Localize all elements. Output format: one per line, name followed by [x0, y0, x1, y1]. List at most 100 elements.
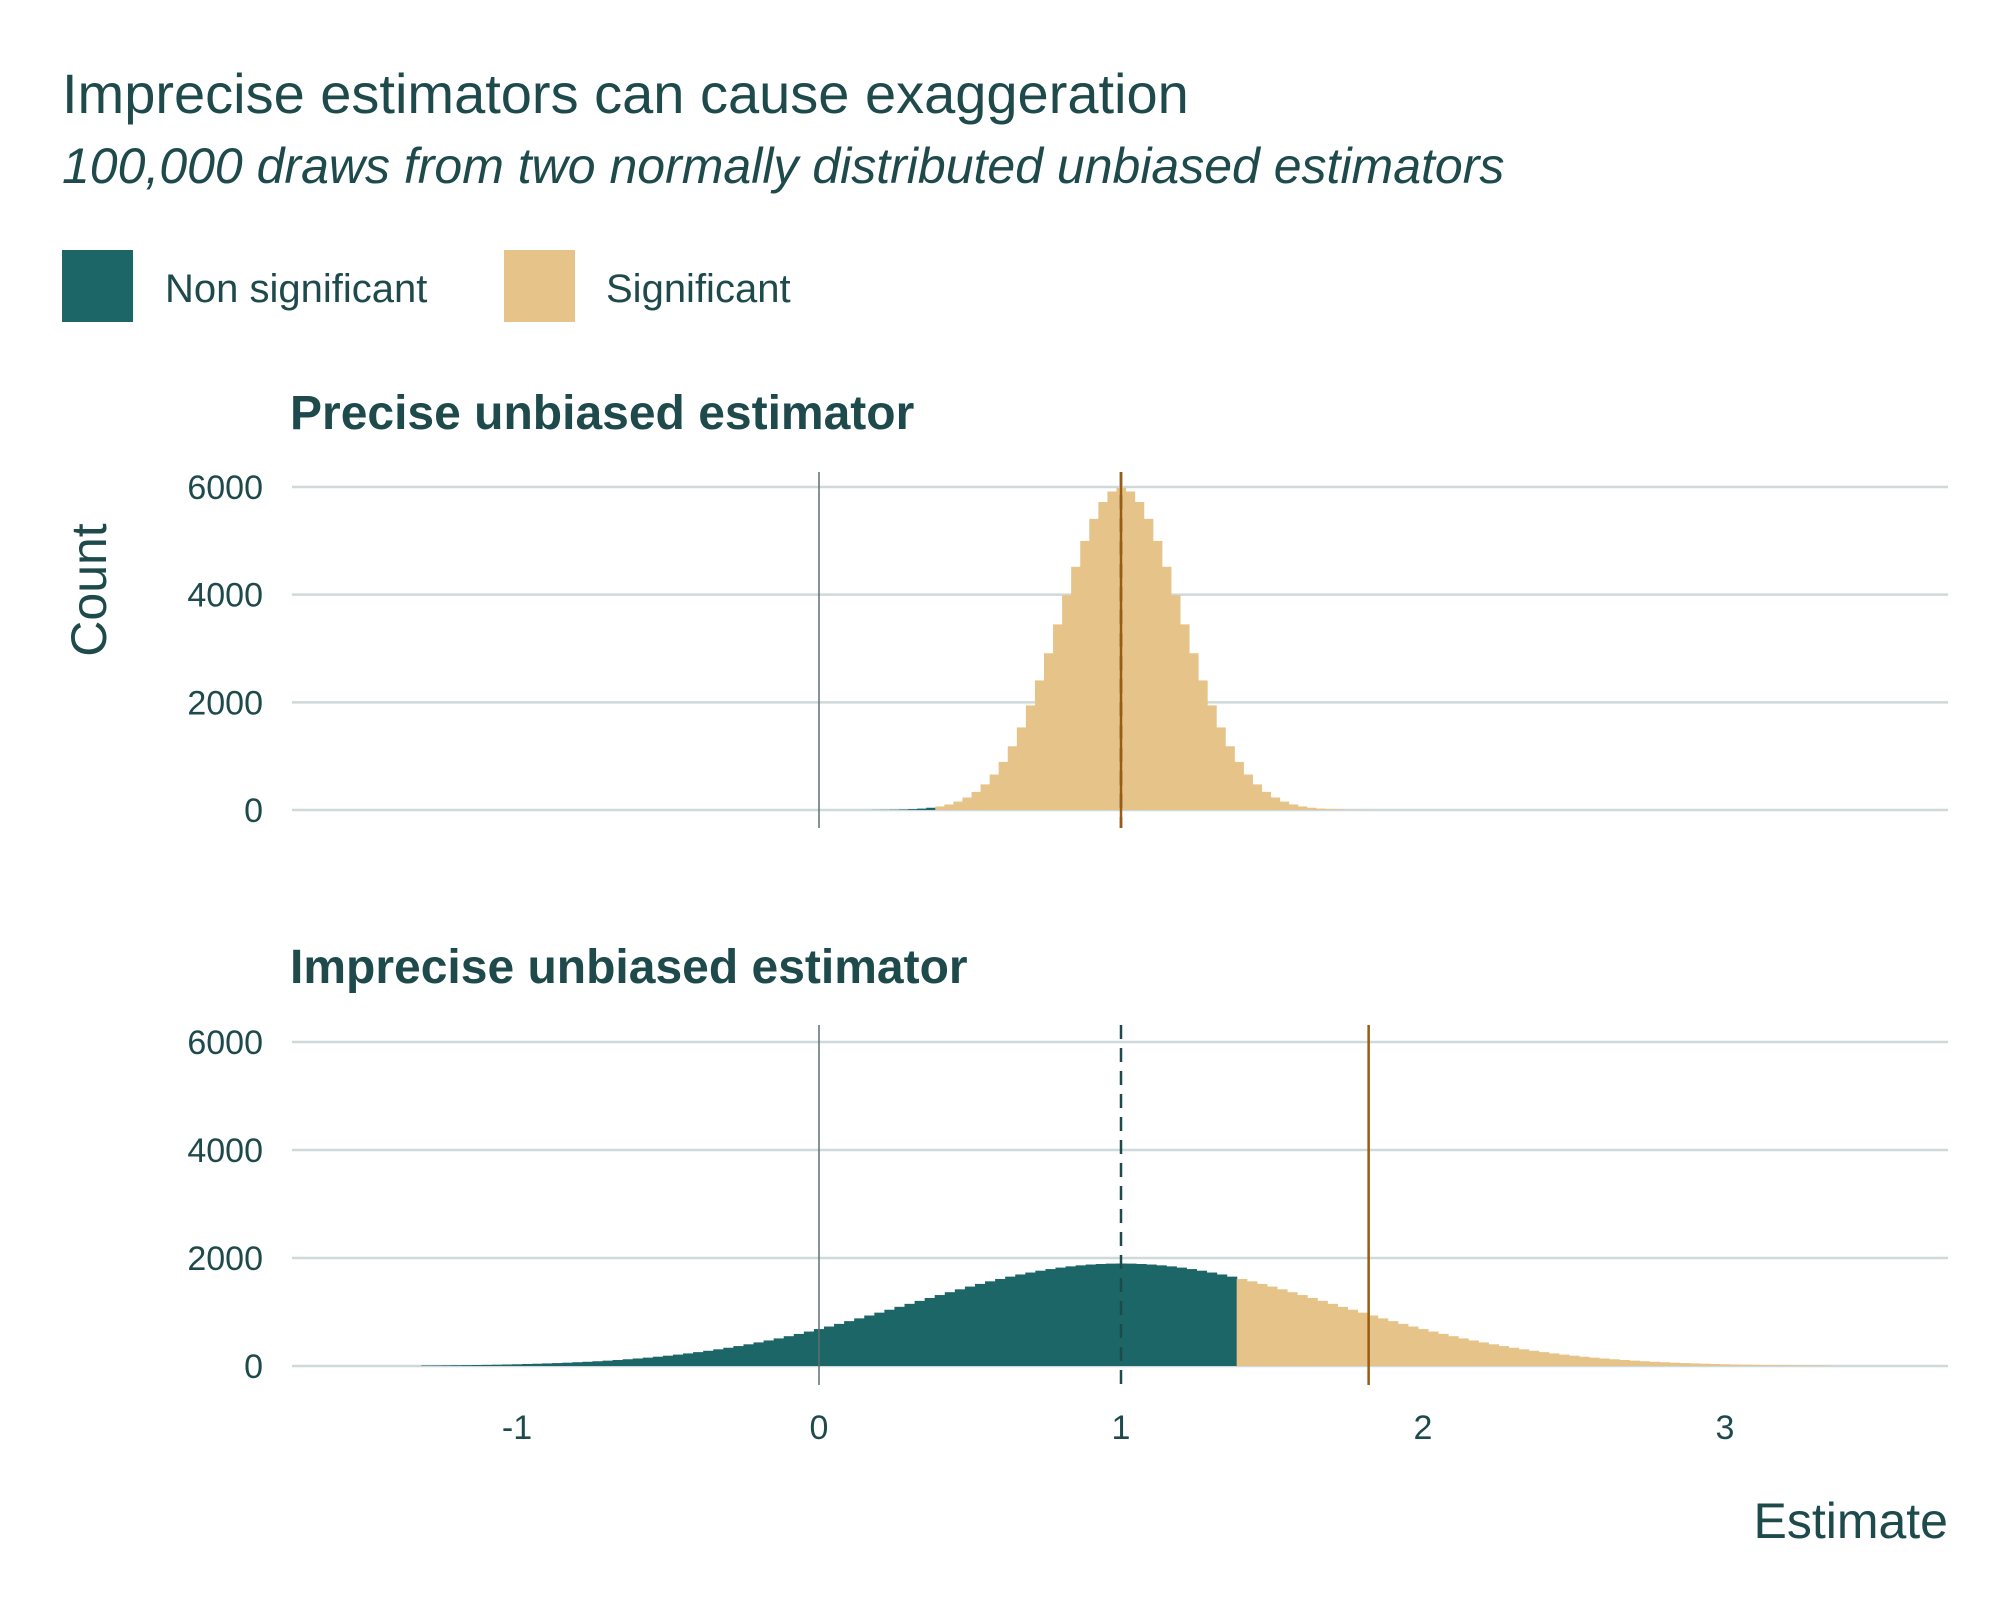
bar-significant: [1236, 1278, 1248, 1366]
bar-significant: [1297, 806, 1308, 810]
bar-significant: [1770, 1365, 1781, 1366]
bar-significant: [1016, 727, 1027, 810]
bar-significant: [1750, 1364, 1761, 1366]
bar-significant: [1080, 540, 1090, 810]
bar-significant: [1397, 1323, 1409, 1366]
x-tick-label: 3: [1716, 1409, 1735, 1447]
bar-non-significant: [1105, 1263, 1117, 1366]
bar-significant: [1548, 1353, 1560, 1366]
bar-significant: [1098, 502, 1109, 810]
bar-non-significant: [864, 1315, 875, 1366]
y-tick-label: 0: [244, 792, 263, 830]
panel-title-imprecise: Imprecise unbiased estimator: [290, 941, 968, 994]
bar-non-significant: [743, 1344, 755, 1366]
x-tick-label: 2: [1414, 1409, 1433, 1447]
y-tick-label: 4000: [187, 577, 263, 615]
bar-significant: [1427, 1331, 1439, 1366]
bar-non-significant: [1216, 1274, 1228, 1366]
y-tick-label: 6000: [187, 1024, 263, 1062]
bar-non-significant: [592, 1361, 604, 1366]
bar-non-significant: [441, 1365, 453, 1366]
bar-non-significant: [854, 1318, 865, 1366]
y-tick-label: 4000: [187, 1132, 263, 1170]
bar-non-significant: [1075, 1265, 1087, 1366]
bar-significant: [1243, 774, 1253, 810]
bar-significant: [1468, 1340, 1479, 1366]
bar-non-significant: [501, 1364, 513, 1366]
bar-significant: [1161, 566, 1172, 810]
bar-significant: [1107, 491, 1118, 810]
bar-significant: [1609, 1359, 1620, 1366]
bar-non-significant: [1055, 1267, 1067, 1366]
bar-significant: [1528, 1350, 1540, 1366]
bar-significant: [1377, 1318, 1389, 1366]
bar-non-significant: [974, 1283, 986, 1366]
bar-non-significant: [763, 1340, 775, 1366]
bar-non-significant: [884, 1309, 896, 1366]
bar-non-significant: [693, 1352, 704, 1366]
bar-non-significant: [1136, 1263, 1147, 1366]
bar-significant: [1538, 1352, 1550, 1366]
bar-significant: [1719, 1364, 1731, 1366]
bar-significant: [1790, 1365, 1801, 1366]
bar-non-significant: [511, 1364, 523, 1366]
bar-significant: [1639, 1361, 1650, 1366]
bar-non-significant: [1226, 1276, 1238, 1366]
bar-significant: [1198, 680, 1208, 810]
bar-significant: [944, 804, 954, 810]
bar-non-significant: [1035, 1270, 1047, 1366]
bar-significant: [1588, 1357, 1600, 1366]
bar-non-significant: [944, 1292, 956, 1366]
bar-significant: [1034, 680, 1045, 810]
bar-non-significant: [1095, 1263, 1107, 1366]
bar-significant: [1043, 653, 1054, 810]
bar-non-significant: [1085, 1264, 1097, 1366]
bar-non-significant: [713, 1349, 724, 1366]
bar-significant: [971, 791, 982, 810]
y-tick-label: 2000: [187, 1240, 263, 1278]
bar-non-significant: [985, 1281, 996, 1366]
bar-non-significant: [642, 1357, 654, 1366]
bar-non-significant: [522, 1364, 533, 1366]
bar-non-significant: [703, 1350, 714, 1366]
bar-significant: [1478, 1342, 1489, 1366]
bar-significant: [1699, 1363, 1711, 1366]
bar-significant: [1357, 1312, 1369, 1366]
bar-significant: [1317, 1300, 1328, 1366]
bar-significant: [1367, 1315, 1379, 1366]
bar-significant: [1134, 502, 1145, 810]
bar-non-significant: [1065, 1266, 1077, 1366]
bar-non-significant: [844, 1321, 855, 1366]
bar-significant: [1629, 1360, 1640, 1366]
bar-significant: [1152, 540, 1163, 810]
bar-non-significant: [834, 1323, 845, 1366]
bar-significant: [1261, 791, 1272, 810]
bar-non-significant: [1025, 1272, 1036, 1366]
bar-non-significant: [552, 1363, 563, 1366]
bar-significant: [1619, 1360, 1630, 1366]
bar-significant: [1407, 1326, 1419, 1366]
bar-non-significant: [1045, 1269, 1057, 1366]
bar-significant: [1558, 1354, 1570, 1366]
bar-significant: [1007, 746, 1018, 810]
bar-significant: [1417, 1329, 1429, 1366]
bar-non-significant: [632, 1358, 644, 1366]
bar-non-significant: [481, 1364, 493, 1366]
bar-significant: [1387, 1321, 1399, 1366]
bar-significant: [1270, 797, 1281, 810]
bar-significant: [1307, 1297, 1318, 1366]
y-axis-title: Count: [61, 523, 117, 657]
bar-non-significant: [471, 1365, 483, 1366]
legend-label-significant: Significant: [606, 267, 791, 311]
bar-significant: [1252, 784, 1263, 810]
bar-significant: [1709, 1364, 1721, 1366]
bar-non-significant: [662, 1355, 674, 1366]
bar-significant: [980, 784, 991, 810]
bar-non-significant: [908, 809, 918, 810]
bar-significant: [1276, 1289, 1288, 1366]
bar-non-significant: [1146, 1264, 1157, 1366]
bar-non-significant: [1166, 1266, 1177, 1366]
legend-swatch-non-significant: [62, 250, 133, 322]
bar-significant: [1071, 566, 1081, 810]
bar-significant: [989, 774, 1000, 810]
